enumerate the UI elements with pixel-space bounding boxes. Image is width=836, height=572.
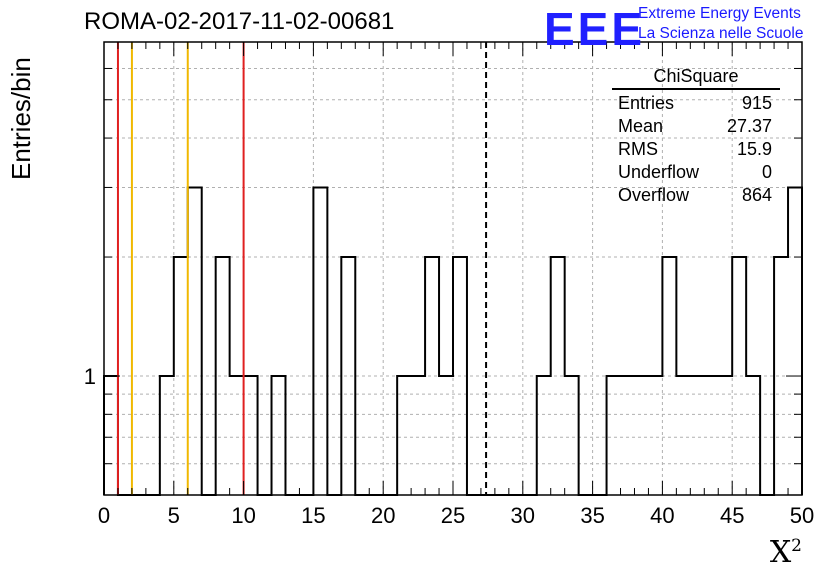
x-tick-label: 10: [231, 503, 255, 528]
x-tick-label: 30: [511, 503, 535, 528]
histogram-bin: [216, 257, 230, 495]
x-tick-label: 5: [168, 503, 180, 528]
eee-logo: EEE: [544, 3, 646, 55]
x-tick-label: 45: [720, 503, 744, 528]
stats-box: ChiSquare Entries 915 Mean 27.37 RMS 15.9 U…: [612, 66, 780, 207]
histogram-bin: [746, 376, 760, 495]
histogram-bin: [272, 376, 286, 495]
x-tick-label: 40: [650, 503, 674, 528]
x-tick-label: 35: [580, 503, 604, 528]
x-axis-label-superscript: 2: [791, 536, 802, 556]
histogram-bin: [439, 376, 453, 495]
histogram-bin: [662, 257, 676, 495]
histogram-bin: [411, 376, 425, 495]
stats-value: 27.37: [726, 116, 772, 136]
histogram-bin: [244, 376, 258, 495]
histogram-bin: [230, 376, 244, 495]
stats-label: Overflow: [618, 185, 690, 205]
stats-row: Mean 27.37: [612, 115, 780, 138]
x-axis-label: X2: [770, 535, 802, 570]
histogram-bin: [704, 376, 718, 495]
x-tick-label: 0: [98, 503, 110, 528]
y-axis-label: Entries/bin: [6, 57, 36, 180]
y-tick-label: 1: [84, 364, 96, 389]
histogram-bin: [634, 376, 648, 495]
stats-label: RMS: [618, 139, 658, 159]
histogram-bin: [718, 376, 732, 495]
chart-title: ROMA-02-2017-11-02-00681: [84, 8, 395, 35]
stats-value: 915: [741, 93, 772, 113]
histogram-bin: [453, 257, 467, 495]
x-tick-label: 15: [301, 503, 325, 528]
histogram-bin: [732, 257, 746, 495]
x-tick-label: 25: [441, 503, 465, 528]
histogram-bin: [648, 376, 662, 495]
histogram-bin: [160, 376, 174, 495]
histogram-bin: [690, 376, 704, 495]
histogram-bin: [397, 376, 411, 495]
stats-label: Entries: [618, 93, 675, 113]
stats-value: 15.9: [736, 139, 772, 159]
x-tick-label: 50: [790, 503, 814, 528]
histogram-bin: [551, 257, 565, 495]
stats-label: Mean: [618, 116, 664, 136]
histogram-bin: [774, 257, 788, 495]
histogram-bin: [313, 187, 327, 495]
histogram-bin: [425, 257, 439, 495]
stats-value: 864: [741, 185, 772, 205]
histogram-bin: [341, 257, 355, 495]
logo-line-2: La Scienza nelle Scuole: [638, 25, 804, 42]
stats-title: ChiSquare: [612, 66, 780, 90]
histogram-bin: [537, 376, 551, 495]
stats-label: Underflow: [618, 162, 700, 182]
histogram-bin: [607, 376, 621, 495]
logo-text: Extreme Energy Events La Scienza nelle S…: [638, 4, 803, 44]
histogram-bin: [565, 376, 579, 495]
stats-row: Underflow 0: [612, 161, 780, 184]
stats-row: Overflow 864: [612, 184, 780, 207]
x-axis-label-text: X: [769, 535, 792, 570]
stats-row: RMS 15.9: [612, 138, 780, 161]
histogram-bin: [788, 187, 802, 495]
stats-value: 0: [761, 162, 772, 182]
histogram-bin: [621, 376, 635, 495]
stats-row: Entries 915: [612, 92, 780, 115]
x-tick-label: 20: [371, 503, 395, 528]
histogram-bin: [188, 187, 202, 495]
histogram-bin: [174, 257, 188, 495]
logo-line-1: Extreme Energy Events: [638, 5, 801, 22]
histogram-bin: [676, 376, 690, 495]
